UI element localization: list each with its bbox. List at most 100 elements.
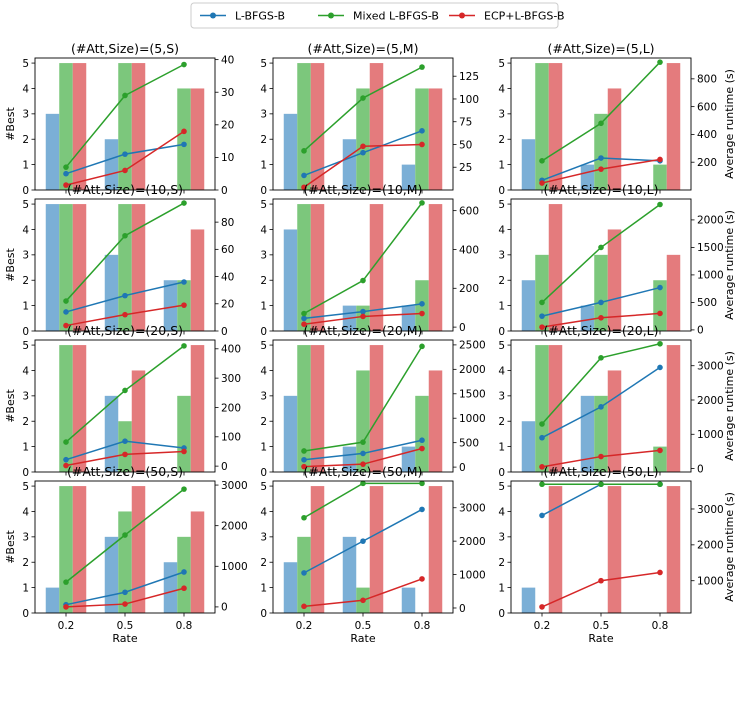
bar: [428, 370, 443, 472]
bar: [342, 139, 357, 190]
bar: [283, 562, 298, 613]
tick-label: 3: [260, 109, 267, 121]
bar: [653, 280, 667, 331]
tick-label: 1: [498, 300, 505, 312]
point: [181, 486, 187, 492]
bar: [310, 345, 325, 472]
bar: [45, 587, 60, 613]
tick-label: 0: [260, 467, 267, 479]
tick-label: 400: [697, 129, 717, 141]
tick-label: 1: [260, 441, 267, 453]
panel-title: (#Att,Size)=(5,L): [547, 41, 654, 56]
x-axis-label: Rate: [112, 632, 137, 645]
panel-title: (#Att,Size)=(20,M): [304, 323, 423, 338]
point: [657, 569, 663, 576]
bar: [428, 486, 443, 613]
tick-label: 2000: [221, 520, 248, 532]
point: [122, 232, 128, 239]
tick-label: 4: [22, 83, 29, 95]
bar: [428, 204, 443, 331]
point: [63, 182, 69, 188]
point: [598, 404, 604, 410]
tick-label: 2: [260, 134, 267, 146]
point: [122, 438, 128, 445]
tick-label: 2: [498, 557, 505, 569]
bar: [297, 63, 311, 191]
tick-label: 3: [260, 250, 267, 262]
panel-3: (#Att,Size)=(5,L) 0 1 2 3 4 5 200 400 600 800 Avera…: [498, 41, 736, 197]
panel-title: (#Att,Size)=(20,L): [543, 323, 658, 338]
tick-label: 20: [221, 299, 234, 311]
point: [63, 456, 69, 463]
tick-label: 3000: [697, 504, 724, 516]
point: [598, 244, 604, 251]
bar: [342, 446, 357, 472]
bar: [310, 486, 325, 613]
point: [301, 570, 307, 576]
bar: [428, 88, 443, 190]
bar: [666, 63, 681, 191]
tick-label: 2: [22, 557, 29, 569]
point: [539, 481, 545, 488]
tick-label: 80: [221, 217, 234, 229]
bar: [653, 164, 667, 190]
tick-label: 3000: [221, 480, 248, 492]
point: [419, 64, 425, 70]
point: [122, 292, 128, 299]
tick-label: 20: [221, 120, 234, 132]
tick-label: 2: [22, 275, 29, 287]
point: [539, 180, 545, 186]
panel-title: (#Att,Size)=(50,S): [67, 464, 183, 479]
point: [63, 164, 69, 170]
y-axis-label: #Best: [4, 107, 17, 141]
point: [598, 577, 604, 584]
point: [657, 364, 663, 371]
point: [181, 448, 187, 455]
panels: (#Att,Size)=(5,S)012345010203040#Best(#A…: [4, 41, 736, 645]
bar: [401, 164, 416, 190]
bar: [72, 345, 87, 472]
tick-label: 0: [260, 185, 267, 197]
tick-label: 2: [22, 134, 29, 146]
tick-label: 100: [221, 432, 241, 444]
tick-label: 5: [260, 340, 267, 352]
bar: [401, 587, 416, 613]
tick-label: 2: [260, 275, 267, 287]
point: [122, 451, 128, 458]
bar: [369, 486, 384, 613]
point: [122, 589, 128, 596]
panel-title: (#Att,Size)=(10,L): [543, 182, 658, 197]
panel-title: (#Att,Size)=(5,M): [308, 41, 419, 56]
tick-label: 200: [221, 402, 241, 414]
tick-label: 1: [22, 441, 29, 453]
point: [63, 170, 69, 177]
tick-label: 500: [459, 437, 479, 449]
bar: [521, 280, 536, 331]
bar: [72, 204, 87, 331]
panel-5: (#Att,Size)=(10,M) 0 1 2 3 4 5 0 200 400 600: [260, 182, 479, 338]
point: [181, 569, 187, 575]
panel-title: (#Att,Size)=(20,S): [67, 323, 183, 338]
tick-label: 0: [221, 602, 228, 614]
tick-label: 3: [22, 391, 29, 403]
tick-label: 4: [22, 224, 29, 236]
bar: [131, 486, 146, 613]
y-axis-label: #Best: [4, 530, 17, 564]
tick-label: 60: [221, 244, 234, 256]
panel-10: (#Att,Size)=(50,S) 0 1 2 3 4 5 0 1000 2000 3000 0.2…: [4, 464, 248, 645]
tick-label: 75: [459, 117, 472, 129]
bar: [283, 113, 298, 190]
bar: [535, 63, 549, 191]
point: [301, 321, 307, 328]
tick-label: 300: [221, 373, 241, 385]
point: [539, 421, 545, 427]
tick-label: 0: [697, 325, 704, 337]
tick-label: 3: [22, 109, 29, 121]
point: [419, 480, 425, 487]
tick-label: 600: [697, 101, 717, 113]
tick-label: 1: [260, 300, 267, 312]
tick-label: 5: [498, 199, 505, 211]
point: [657, 447, 663, 454]
bar: [548, 63, 563, 191]
point: [63, 579, 69, 585]
